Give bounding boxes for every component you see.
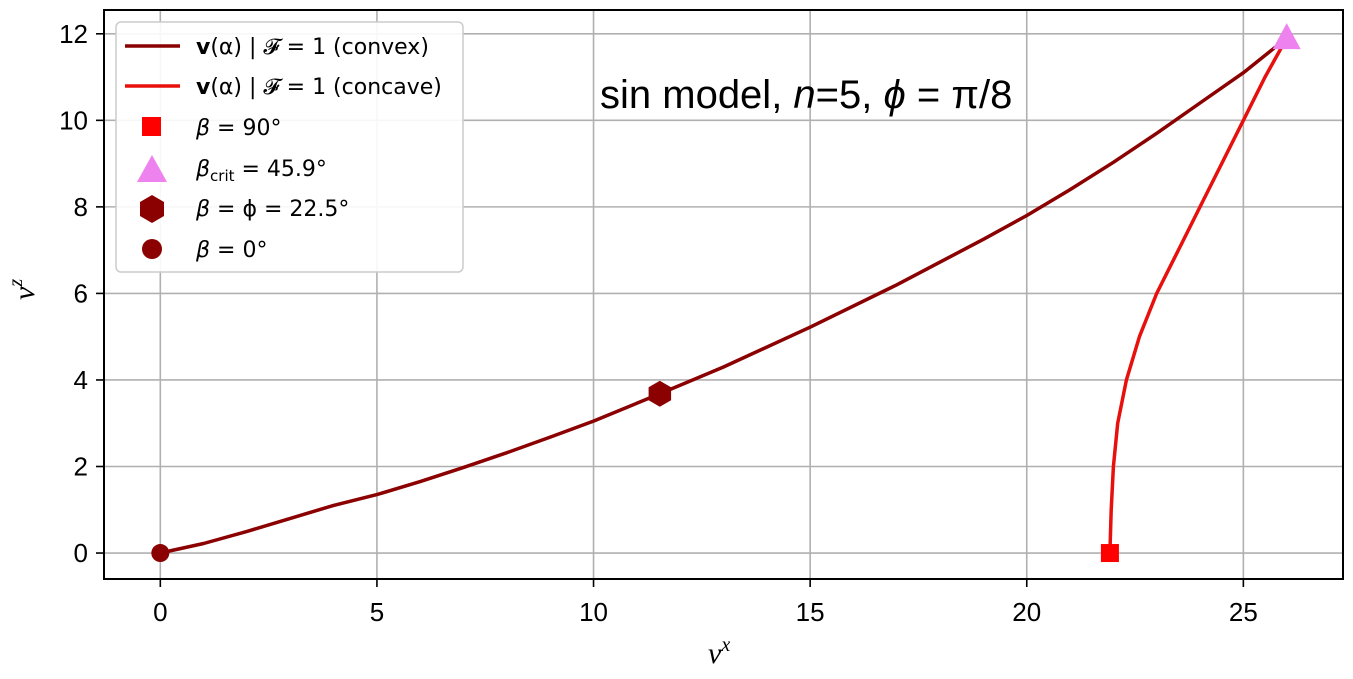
legend-betacrit-sub: crit: [210, 167, 235, 185]
legend-concave-bold: v: [196, 75, 211, 100]
legend-convex-rest: (α) | 𝓕 = 1 (convex): [210, 35, 429, 60]
y-axis-label-base: v: [8, 286, 41, 300]
y-tick-label: 12: [59, 19, 88, 49]
x-tick-label: 25: [1229, 597, 1258, 627]
legend-beta0-tail: = 0°: [210, 238, 267, 263]
legend-box: [115, 21, 464, 273]
legend-circle-marker: [142, 239, 162, 259]
y-tick-label: 8: [74, 192, 88, 222]
legend-hexagon-marker: [140, 195, 164, 223]
series-line-1: [1108, 36, 1289, 555]
y-tick-label: 2: [74, 451, 88, 481]
legend-beta0-main: β: [195, 238, 210, 263]
legend-betacrit-tail: = 45.9°: [235, 157, 327, 182]
legend-square-marker: [142, 117, 161, 136]
x-axis-label-base: v: [708, 637, 722, 670]
legend-beta90-main: β: [195, 116, 210, 141]
annotation-prefix: sin model,: [600, 73, 793, 117]
x-tick-label: 5: [370, 597, 384, 627]
legend-betaphi-tail: = ϕ = 22.5°: [210, 197, 349, 222]
legend-betacrit-main: β: [195, 157, 210, 182]
y-tick-label: 10: [59, 105, 88, 135]
legend-label-beta-phi: β = ϕ = 22.5°: [195, 197, 349, 222]
annotation-phi-value: = π/8: [906, 73, 1013, 117]
y-tick-label: 0: [74, 538, 88, 568]
legend-triangle-marker: [137, 155, 167, 182]
plot-frame: [103, 9, 1344, 580]
legend-concave-rest: (α) | 𝓕 = 1 (concave): [210, 75, 442, 100]
annotation-phi: ϕ: [884, 73, 906, 117]
legend-label-beta-0: β = 0°: [195, 238, 267, 263]
legend-label-concave: v(α) | 𝓕 = 1 (concave): [196, 75, 442, 100]
annotation-n: n: [793, 73, 815, 117]
y-tick-label: 4: [74, 365, 88, 395]
chart-annotation: sin model, n=5, ϕ = π/8: [600, 73, 1012, 117]
x-axis-label-sup: x: [720, 634, 730, 656]
marker-triangle: [1272, 23, 1301, 50]
legend-beta90-tail: = 90°: [210, 116, 281, 141]
y-tick-label: 6: [74, 278, 88, 308]
legend-label-beta-90: β = 90°: [195, 116, 281, 141]
annotation-n-value: =5,: [816, 73, 884, 117]
x-tick-label: 20: [1012, 597, 1041, 627]
x-tick-label: 10: [579, 597, 608, 627]
ticks: 0 5 10 15 20 25 0 2 4 6 8 10 12: [59, 19, 1258, 627]
legend: v(α) | 𝓕 = 1 (convex) v(α) | 𝓕 = 1 (conc…: [115, 21, 464, 273]
legend-label-convex: v(α) | 𝓕 = 1 (convex): [196, 35, 429, 60]
x-tick-label: 15: [796, 597, 825, 627]
y-axis-label-sup: z: [5, 279, 27, 288]
legend-convex-bold: v: [196, 35, 211, 60]
marker-square: [1100, 544, 1119, 563]
marker-hexagon: [648, 380, 672, 407]
x-tick-label: 0: [153, 597, 167, 627]
legend-betaphi-main: β: [195, 197, 210, 222]
y-axis-label: vz: [5, 279, 41, 300]
legend-label-beta-crit: βcrit = 45.9°: [195, 157, 327, 185]
marker-circle: [151, 544, 170, 563]
x-axis-label: vx: [708, 634, 730, 670]
marker-layer: [151, 23, 1301, 563]
